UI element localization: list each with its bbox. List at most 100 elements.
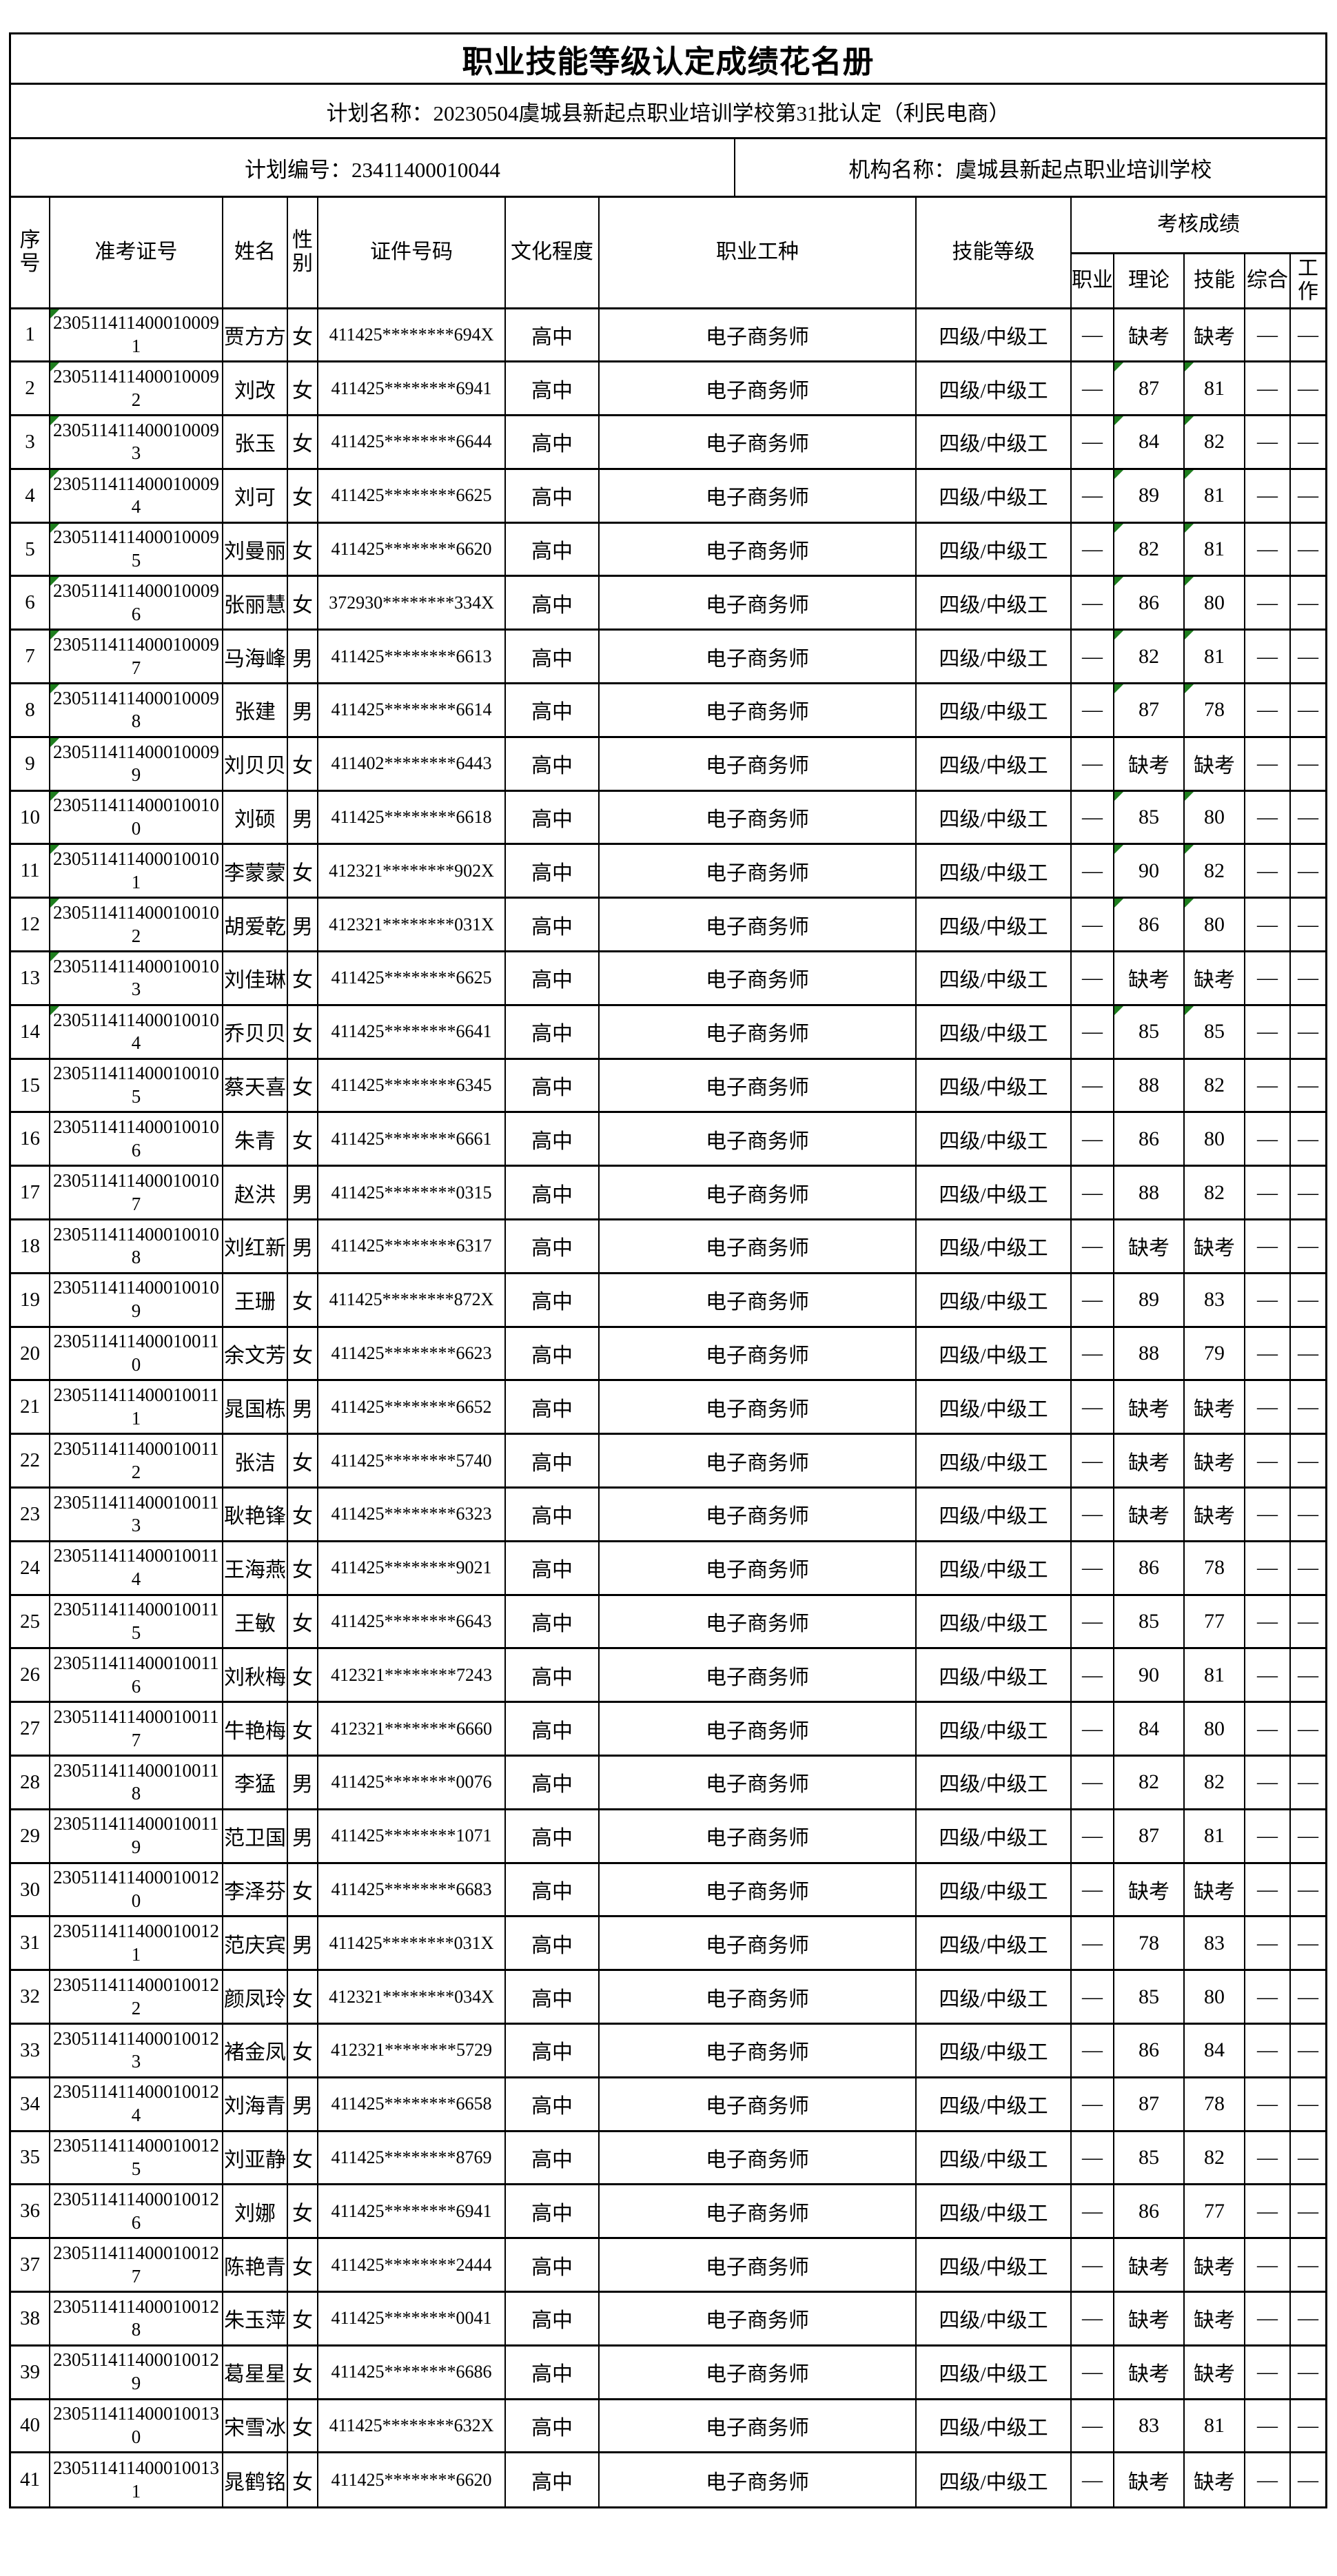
cell-occupational-score: — — [1070, 1861, 1114, 1918]
cell-seq: 25 — [10, 1593, 50, 1650]
cell-work-score: — — [1289, 789, 1326, 846]
cell-work-score: — — [1289, 1379, 1326, 1435]
cell-ticket: 2305114114000100091 — [49, 307, 223, 363]
cell-sex: 男 — [287, 1165, 318, 1221]
cell-work-score: — — [1289, 682, 1326, 738]
cell-education: 高中 — [504, 843, 600, 899]
cell-occupational-score: — — [1070, 2344, 1114, 2400]
cell-name: 李猛 — [222, 1755, 288, 1810]
cell-seq: 35 — [10, 2129, 50, 2186]
cell-work-score: — — [1289, 2129, 1326, 2186]
cell-skill-score: 84 — [1183, 2023, 1245, 2078]
cell-corner-triangle-icon — [50, 791, 59, 801]
cell-sex: 女 — [287, 1861, 318, 1918]
cell-occupational-score: — — [1070, 950, 1114, 1006]
cell-comprehensive-score: — — [1244, 628, 1291, 685]
cell-occupation: 电子商务师 — [598, 1111, 917, 1167]
cell-education: 高中 — [504, 1593, 600, 1650]
cell-ticket: 2305114114000100095 — [49, 521, 223, 577]
cell-comprehensive-score: — — [1244, 2129, 1291, 2186]
cell-cert-number: 411425********6613 — [317, 628, 506, 685]
cell-skill-score: 缺考 — [1183, 1486, 1245, 1542]
cell-seq: 10 — [10, 789, 50, 846]
cell-skill-level: 四级/中级工 — [915, 628, 1072, 685]
cell-work-score: — — [1289, 2183, 1326, 2240]
cell-skill-level: 四级/中级工 — [915, 2076, 1072, 2132]
cell-name: 刘亚静 — [222, 2129, 288, 2186]
cell-occupational-score: — — [1070, 2129, 1114, 2186]
cell-skill-score: 82 — [1183, 2129, 1245, 2186]
cell-occupation: 电子商务师 — [598, 1647, 917, 1704]
cell-ticket: 2305114114000100098 — [49, 682, 223, 738]
cell-work-score: — — [1289, 843, 1326, 899]
cell-comprehensive-score: — — [1244, 1379, 1291, 1435]
cell-occupational-score: — — [1070, 307, 1114, 363]
cell-work-score: — — [1289, 1861, 1326, 1918]
cell-occupation: 电子商务师 — [598, 360, 917, 417]
cell-cert-number: 411425********872X — [317, 1271, 506, 1328]
cell-comprehensive-score: — — [1244, 1325, 1291, 1382]
cell-ticket: 2305114114000100093 — [49, 414, 223, 470]
cell-name: 刘曼丽 — [222, 521, 288, 577]
cell-sex: 男 — [287, 789, 318, 846]
cell-comprehensive-score: — — [1244, 789, 1291, 846]
cell-ticket: 2305114114000100114 — [49, 1540, 223, 1596]
cell-occupational-score: — — [1070, 1915, 1114, 1972]
cell-corner-triangle-icon — [1185, 416, 1194, 426]
cell-corner-triangle-icon — [50, 684, 59, 694]
table-row: 7 2305114114000100097 马海峰 男 411425******… — [10, 628, 1326, 685]
col-header-skill-score: 技能 — [1183, 252, 1245, 309]
cell-corner-triangle-icon — [50, 362, 59, 372]
cell-occupation: 电子商务师 — [598, 950, 917, 1006]
cell-work-score: — — [1289, 1540, 1326, 1596]
cell-name: 刘秋梅 — [222, 1647, 288, 1704]
cell-theory-score: 缺考 — [1113, 2237, 1185, 2293]
cell-occupation: 电子商务师 — [598, 307, 917, 363]
cell-work-score: — — [1289, 1701, 1326, 1757]
cell-name: 刘可 — [222, 467, 288, 524]
cell-corner-triangle-icon — [1185, 523, 1194, 533]
cell-ticket: 2305114114000100119 — [49, 1808, 223, 1864]
cell-skill-level: 四级/中级工 — [915, 1755, 1072, 1810]
cell-name: 王珊 — [222, 1271, 288, 1328]
cell-education: 高中 — [504, 575, 600, 631]
cell-occupation: 电子商务师 — [598, 2237, 917, 2293]
cell-skill-level: 四级/中级工 — [915, 1003, 1072, 1060]
cell-theory-score: 缺考 — [1113, 2451, 1185, 2508]
cell-occupation: 电子商务师 — [598, 1271, 917, 1328]
cell-skill-level: 四级/中级工 — [915, 1593, 1072, 1650]
cell-seq: 9 — [10, 735, 50, 792]
cell-corner-triangle-icon — [1185, 1005, 1194, 1015]
cell-seq: 14 — [10, 1003, 50, 1060]
table-row: 32 2305114114000100122 颜凤玲 女 412321*****… — [10, 1969, 1326, 2025]
cell-corner-triangle-icon — [1185, 791, 1194, 801]
cell-seq: 30 — [10, 1861, 50, 1918]
cell-theory-score: 87 — [1113, 682, 1185, 738]
cell-comprehensive-score: — — [1244, 1271, 1291, 1328]
cell-seq: 22 — [10, 1433, 50, 1489]
cell-education: 高中 — [504, 682, 600, 738]
cell-cert-number: 412321********6660 — [317, 1701, 506, 1757]
cell-skill-level: 四级/中级工 — [915, 1969, 1072, 2025]
cell-theory-score: 85 — [1113, 1003, 1185, 1060]
cell-skill-score: 78 — [1183, 682, 1245, 738]
cell-sex: 男 — [287, 1755, 318, 1810]
cell-skill-level: 四级/中级工 — [915, 360, 1072, 417]
cell-comprehensive-score: — — [1244, 897, 1291, 953]
cell-seq: 12 — [10, 897, 50, 953]
cell-ticket: 2305114114000100123 — [49, 2023, 223, 2078]
cell-ticket: 2305114114000100100 — [49, 789, 223, 846]
cell-ticket: 2305114114000100092 — [49, 360, 223, 417]
cell-corner-triangle-icon — [1114, 362, 1123, 372]
cell-skill-level: 四级/中级工 — [915, 575, 1072, 631]
cell-skill-score: 77 — [1183, 1593, 1245, 1650]
cell-theory-score: 86 — [1113, 2023, 1185, 2078]
table-row: 14 2305114114000100104 乔贝贝 女 411425*****… — [10, 1003, 1326, 1060]
cell-seq: 21 — [10, 1379, 50, 1435]
cell-ticket: 2305114114000100102 — [49, 897, 223, 953]
cell-skill-score: 81 — [1183, 1647, 1245, 1704]
cell-corner-triangle-icon — [50, 631, 59, 640]
cell-occupation: 电子商务师 — [598, 1057, 917, 1114]
cell-theory-score: 85 — [1113, 2129, 1185, 2186]
cell-skill-level: 四级/中级工 — [915, 2237, 1072, 2293]
